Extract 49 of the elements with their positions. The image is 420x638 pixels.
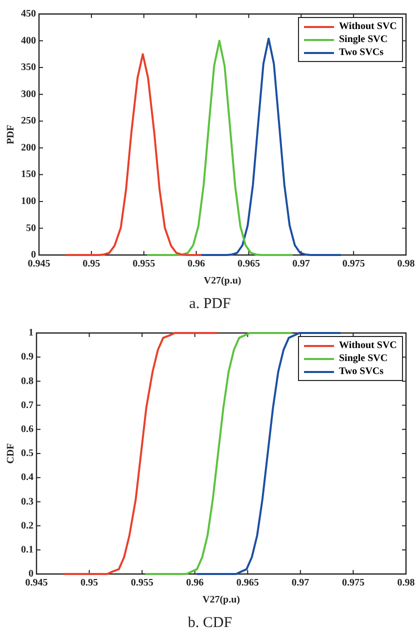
y-tick-label: 0.8 xyxy=(21,376,34,387)
x-tick-label: 0.965 xyxy=(236,578,259,589)
legend-label: Two SVCs xyxy=(339,47,384,58)
text: a. PDF xyxy=(188,295,232,314)
legend-label: Single SVC xyxy=(339,34,388,45)
x-tick-label: 0.955 xyxy=(130,578,154,589)
y-tick-label: 0.5 xyxy=(21,448,34,460)
x-tick-label: 0.98 xyxy=(397,578,415,589)
y-tick-label: 0 xyxy=(31,250,36,261)
x-tick-label: 0.965 xyxy=(237,258,260,270)
x-tick-label: 0.95 xyxy=(80,578,98,589)
y-tick-label: 350 xyxy=(21,62,36,74)
y-axis-title: CDF xyxy=(6,443,17,464)
y-tick-label: 0.3 xyxy=(21,496,34,508)
x-axis-title: V27(p.u) xyxy=(202,594,240,606)
text: b. CDF xyxy=(186,614,234,633)
x-tick-label: 0.945 xyxy=(25,578,48,589)
y-tick-label: 0.2 xyxy=(21,520,34,532)
x-tick-label: 0.97 xyxy=(292,258,310,270)
y-tick-label: 0.6 xyxy=(21,424,34,435)
legend-label: Single SVC xyxy=(339,353,388,364)
x-tick-label: 0.96 xyxy=(186,578,204,589)
y-tick-label: 0.1 xyxy=(21,544,34,556)
y-tick-label: 200 xyxy=(21,142,36,154)
y-tick-label: 0.9 xyxy=(21,352,34,363)
y-tick-label: 400 xyxy=(21,35,36,46)
x-axis-title: V27(p.u) xyxy=(204,276,242,287)
x-tick-label: 0.945 xyxy=(28,258,50,270)
y-tick-label: 300 xyxy=(21,88,36,100)
x-tick-label: 0.95 xyxy=(82,258,100,270)
x-tick-label: 0.955 xyxy=(132,258,156,270)
y-tick-label: 450 xyxy=(21,8,36,20)
y-axis-title: PDF xyxy=(6,124,17,144)
x-tick-label: 0.975 xyxy=(342,578,364,589)
legend-label: Two SVCs xyxy=(339,366,384,377)
x-tick-label: 0.975 xyxy=(342,258,365,270)
x-tick-label: 0.98 xyxy=(397,258,415,270)
y-tick-label: 250 xyxy=(21,116,36,127)
y-tick-label: 100 xyxy=(21,196,36,208)
x-tick-label: 0.97 xyxy=(292,578,310,589)
y-tick-label: 0 xyxy=(28,568,34,580)
y-tick-label: 0.4 xyxy=(21,472,34,484)
legend-label: Without SVC xyxy=(339,340,397,351)
y-tick-label: 50 xyxy=(26,222,36,234)
y-tick-label: 150 xyxy=(21,169,36,180)
y-tick-label: 0.7 xyxy=(21,400,34,411)
y-tick-label: 1 xyxy=(28,328,34,339)
x-tick-label: 0.96 xyxy=(188,258,206,270)
legend-label: Without SVC xyxy=(339,21,397,32)
